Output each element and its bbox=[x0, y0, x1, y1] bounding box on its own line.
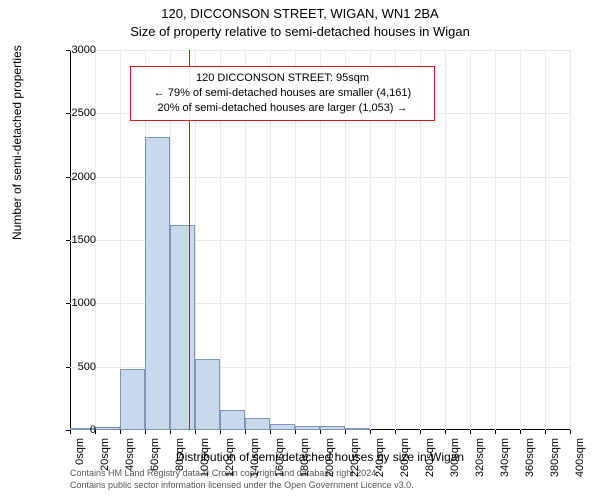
x-tick-mark bbox=[395, 430, 396, 434]
y-tick-label: 0 bbox=[46, 424, 96, 436]
histogram-bar bbox=[170, 225, 195, 430]
x-tick-mark bbox=[295, 430, 296, 434]
y-tick-label: 2000 bbox=[46, 171, 96, 183]
grid-v bbox=[470, 50, 471, 430]
x-tick-mark bbox=[195, 430, 196, 434]
annotation-line: 120 DICCONSON STREET: 95sqm bbox=[139, 71, 426, 86]
grid-v bbox=[520, 50, 521, 430]
x-tick-mark bbox=[245, 430, 246, 434]
grid-v bbox=[545, 50, 546, 430]
grid-v bbox=[570, 50, 571, 430]
histogram-bar bbox=[95, 427, 120, 430]
histogram-bar bbox=[270, 424, 295, 430]
x-tick-mark bbox=[345, 430, 346, 434]
histogram-bar bbox=[120, 369, 145, 430]
x-tick-mark bbox=[270, 430, 271, 434]
x-tick-mark bbox=[370, 430, 371, 434]
x-axis-label: Distribution of semi-detached houses by … bbox=[70, 450, 570, 464]
annotation-line: 20% of semi-detached houses are larger (… bbox=[139, 101, 426, 116]
y-axis-label: Number of semi-detached properties bbox=[10, 45, 24, 240]
histogram-bar bbox=[220, 410, 245, 430]
x-tick-mark bbox=[170, 430, 171, 434]
histogram-bar bbox=[320, 426, 345, 430]
page-subtitle: Size of property relative to semi-detach… bbox=[0, 24, 600, 39]
grid-v bbox=[445, 50, 446, 430]
annotation-line: ← 79% of semi-detached houses are smalle… bbox=[139, 86, 426, 101]
x-tick-mark bbox=[120, 430, 121, 434]
x-tick-mark bbox=[545, 430, 546, 434]
y-tick-label: 3000 bbox=[46, 44, 96, 56]
x-tick-mark bbox=[145, 430, 146, 434]
histogram-bar bbox=[295, 426, 320, 430]
histogram-bar bbox=[145, 137, 170, 430]
x-tick-mark bbox=[220, 430, 221, 434]
annotation-box: 120 DICCONSON STREET: 95sqm← 79% of semi… bbox=[130, 66, 435, 121]
histogram-bar bbox=[345, 428, 370, 430]
x-tick-mark bbox=[470, 430, 471, 434]
x-tick-mark bbox=[495, 430, 496, 434]
histogram-bar bbox=[245, 418, 270, 430]
footer-line-2: Contains public sector information licen… bbox=[70, 480, 414, 490]
grid-v bbox=[495, 50, 496, 430]
plot-area: 120 DICCONSON STREET: 95sqm← 79% of semi… bbox=[70, 50, 570, 430]
histogram-bar bbox=[195, 359, 220, 430]
x-tick-mark bbox=[520, 430, 521, 434]
y-tick-label: 1000 bbox=[46, 297, 96, 309]
histogram-figure: 120, DICCONSON STREET, WIGAN, WN1 2BA Si… bbox=[0, 0, 600, 500]
y-tick-label: 1500 bbox=[46, 234, 96, 246]
x-tick-mark bbox=[320, 430, 321, 434]
y-tick-label: 500 bbox=[46, 361, 96, 373]
x-tick-mark bbox=[445, 430, 446, 434]
x-tick-label: 400sqm bbox=[574, 438, 586, 482]
page-title: 120, DICCONSON STREET, WIGAN, WN1 2BA bbox=[0, 6, 600, 21]
x-tick-mark bbox=[570, 430, 571, 434]
footer-attribution: Contains HM Land Registry data © Crown c… bbox=[70, 468, 570, 491]
y-tick-label: 2500 bbox=[46, 107, 96, 119]
x-tick-mark bbox=[420, 430, 421, 434]
